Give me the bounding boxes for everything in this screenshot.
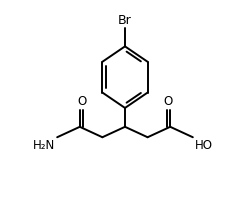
- Text: Br: Br: [118, 14, 132, 27]
- Text: O: O: [164, 95, 173, 108]
- Text: HO: HO: [195, 139, 213, 152]
- Text: H₂N: H₂N: [33, 139, 55, 152]
- Text: O: O: [77, 95, 86, 108]
